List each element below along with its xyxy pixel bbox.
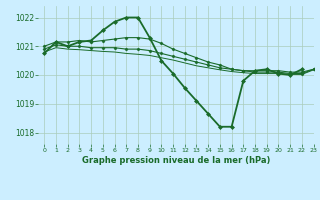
X-axis label: Graphe pression niveau de la mer (hPa): Graphe pression niveau de la mer (hPa) xyxy=(82,156,270,165)
